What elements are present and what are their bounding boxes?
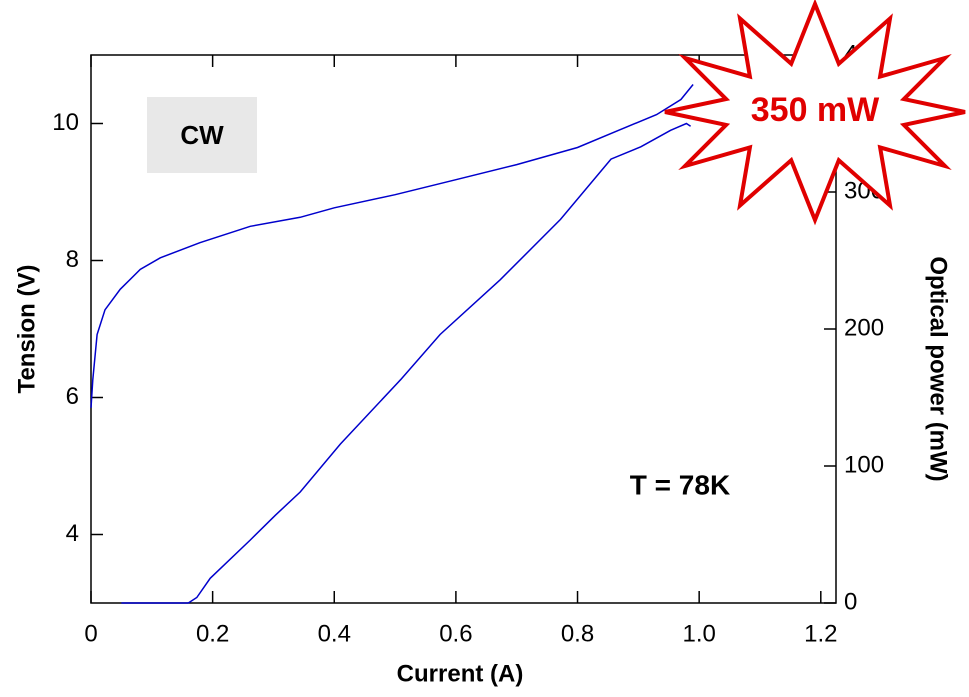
y-tick-label: 6 [66,383,79,410]
starburst-shape [664,0,966,226]
annotation-box [147,97,257,173]
x-tick-label: 0.2 [196,620,229,647]
x-tick-label: 1.0 [682,620,715,647]
y2-tick-label: 0 [844,588,857,615]
x-tick-label: 0 [84,620,97,647]
data-line [90,84,694,408]
y-tick-label: 10 [52,109,79,136]
y2-tick-label: 100 [844,451,884,478]
y-axis-title: Tension (V) [13,265,40,394]
y-tick-label: 8 [66,246,79,273]
annotation: 350 mW [751,91,880,129]
x-tick-label: 1.2 [804,620,837,647]
data-line [121,122,692,604]
y-tick-label: 4 [66,520,79,547]
y2-axis-title: Optical power (mW) [925,256,952,481]
marks: 00.20.40.60.81.01.2468100100200300400 [52,40,884,647]
x-axis-title: Current (A) [397,660,524,687]
annotation: CW [180,120,224,150]
starburst: 350 mW [664,0,966,226]
x-tick-label: 0.8 [561,620,594,647]
y2-tick-label: 200 [844,314,884,341]
annotation: T = 78K [630,469,730,500]
x-tick-label: 0.4 [318,620,351,647]
x-tick-label: 0.6 [439,620,472,647]
